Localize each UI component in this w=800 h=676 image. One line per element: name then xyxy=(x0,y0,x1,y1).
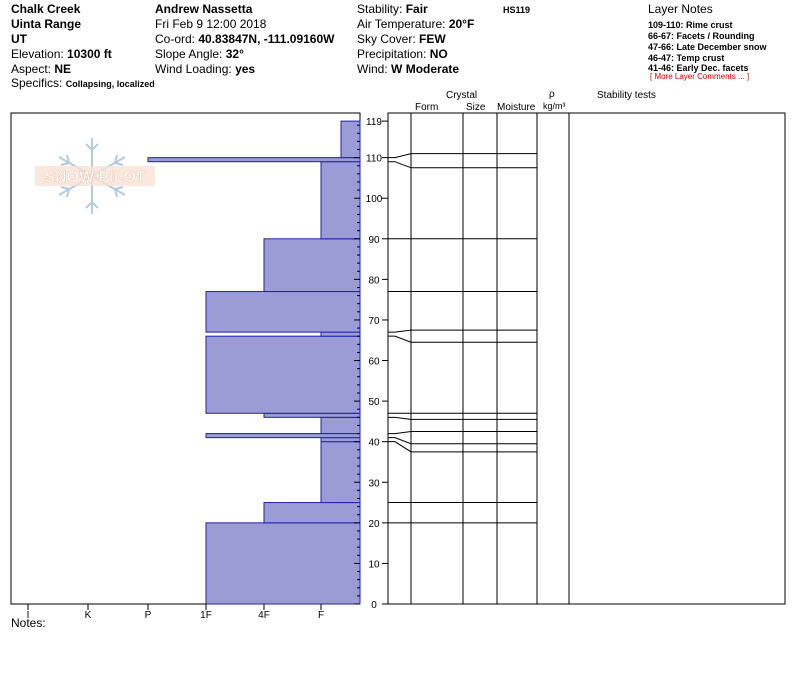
layer-boundary-line xyxy=(388,437,537,445)
layer-table-frame xyxy=(387,112,786,605)
layer-boundary-line xyxy=(388,153,537,159)
hardness-tick-label: 1F xyxy=(200,610,212,621)
layer-boundary-line xyxy=(388,431,537,435)
observer: Andrew Nassetta xyxy=(155,2,253,16)
specifics: Specifics: Collapsing, localized xyxy=(11,76,155,90)
hardness-bar xyxy=(263,238,361,293)
height-tick-label: 20 xyxy=(368,519,380,530)
layer-table-columns xyxy=(410,113,570,604)
hardness-tick-label: K xyxy=(85,610,92,621)
height-tick-label: 50 xyxy=(368,397,380,408)
layer-boundary-line xyxy=(388,441,537,453)
layer-boundary-line xyxy=(388,329,537,333)
layer-note: 66-67: Facets / Rounding xyxy=(648,31,755,41)
precipitation: Precipitation: NO xyxy=(357,47,448,61)
hs-value: HS119 xyxy=(503,5,531,15)
sky-cover: Sky Cover: FEW xyxy=(357,32,446,46)
height-tick-label: 0 xyxy=(371,600,377,611)
hardness-bar xyxy=(263,502,361,524)
range: Uinta Range xyxy=(11,17,82,31)
state: UT xyxy=(11,32,27,46)
hardness-bar xyxy=(263,412,361,418)
height-tick-label: 30 xyxy=(368,478,380,489)
height-tick-label: 60 xyxy=(368,357,380,368)
height-tick-label: 80 xyxy=(368,275,380,286)
layer-note: 109-110: Rime crust xyxy=(648,20,733,30)
hardness-axis: I K P 1F 4F F xyxy=(27,604,324,621)
elevation: Elevation: 10300 ft xyxy=(11,47,112,61)
hardness-bar xyxy=(147,157,361,163)
height-tick-label: 119 xyxy=(366,117,382,128)
logo-text: SNOW PILOT xyxy=(44,169,146,186)
moisture-header: Moisture xyxy=(497,102,536,113)
layer-note: 46-47: Temp crust xyxy=(648,53,725,63)
hardness-bar xyxy=(320,331,361,337)
wind: Wind: W Moderate xyxy=(357,62,460,76)
notes-label: Notes: xyxy=(11,616,46,630)
aspect: Aspect: NE xyxy=(11,62,72,76)
layer-boundary-line xyxy=(388,161,537,169)
hardness-bar xyxy=(205,522,361,605)
hardness-bar xyxy=(205,335,361,414)
hardness-bar xyxy=(320,161,361,240)
snowpilot-logo: SNOW PILOT xyxy=(35,138,155,214)
stability-tests-header: Stability tests xyxy=(597,90,656,101)
form-header: Form xyxy=(415,102,439,113)
datetime: Fri Feb 9 12:00 2018 xyxy=(155,17,267,31)
hardness-bar xyxy=(320,441,361,504)
layer-note: 41-46: Early Dec. facets xyxy=(648,63,749,73)
crystal-header: Crystal xyxy=(446,90,478,101)
size-header: Size xyxy=(466,102,486,113)
slope-angle: Slope Angle: 32° xyxy=(155,47,244,61)
layer-notes-title: Layer Notes xyxy=(648,2,713,16)
hardness-tick-label: I xyxy=(27,610,30,621)
hardness-bar xyxy=(320,437,361,443)
hardness-bar xyxy=(205,433,361,439)
stability: Stability: Fair xyxy=(357,2,428,16)
air-temperature: Air Temperature: 20°F xyxy=(357,17,475,31)
height-tick-label: 90 xyxy=(368,235,380,246)
hardness-tick-label: 4F xyxy=(258,610,270,621)
wind-loading: Wind Loading: yes xyxy=(155,62,256,76)
rho-header: ρ xyxy=(549,89,555,100)
height-tick-label: 100 xyxy=(366,194,383,205)
location: Chalk Creek xyxy=(11,2,81,16)
layer-table-rows xyxy=(388,153,537,524)
density-unit-header: kg/m³ xyxy=(543,101,566,111)
hardness-tick-label: F xyxy=(318,610,324,621)
height-axis: 0 10 20 30 40 50 60 70 80 90 100 110 119 xyxy=(354,117,388,611)
hardness-bar xyxy=(205,291,361,333)
hardness-bars xyxy=(147,120,361,605)
more-layer-comments-link[interactable]: [ More Layer Comments ... ] xyxy=(650,72,750,81)
hardness-bar xyxy=(320,416,361,435)
layer-note: 47-66: Late December snow xyxy=(648,42,767,52)
height-tick-label: 110 xyxy=(366,154,382,165)
coordinates: Co-ord: 40.83847N, -111.09160W xyxy=(155,32,335,46)
height-tick-label: 70 xyxy=(368,316,380,327)
layer-boundary-line xyxy=(388,335,537,343)
hardness-tick-label: P xyxy=(145,610,152,621)
height-tick-label: 10 xyxy=(368,559,380,570)
layer-boundary-line xyxy=(388,416,537,420)
hardness-bar xyxy=(340,120,361,159)
height-tick-label: 40 xyxy=(368,438,380,449)
